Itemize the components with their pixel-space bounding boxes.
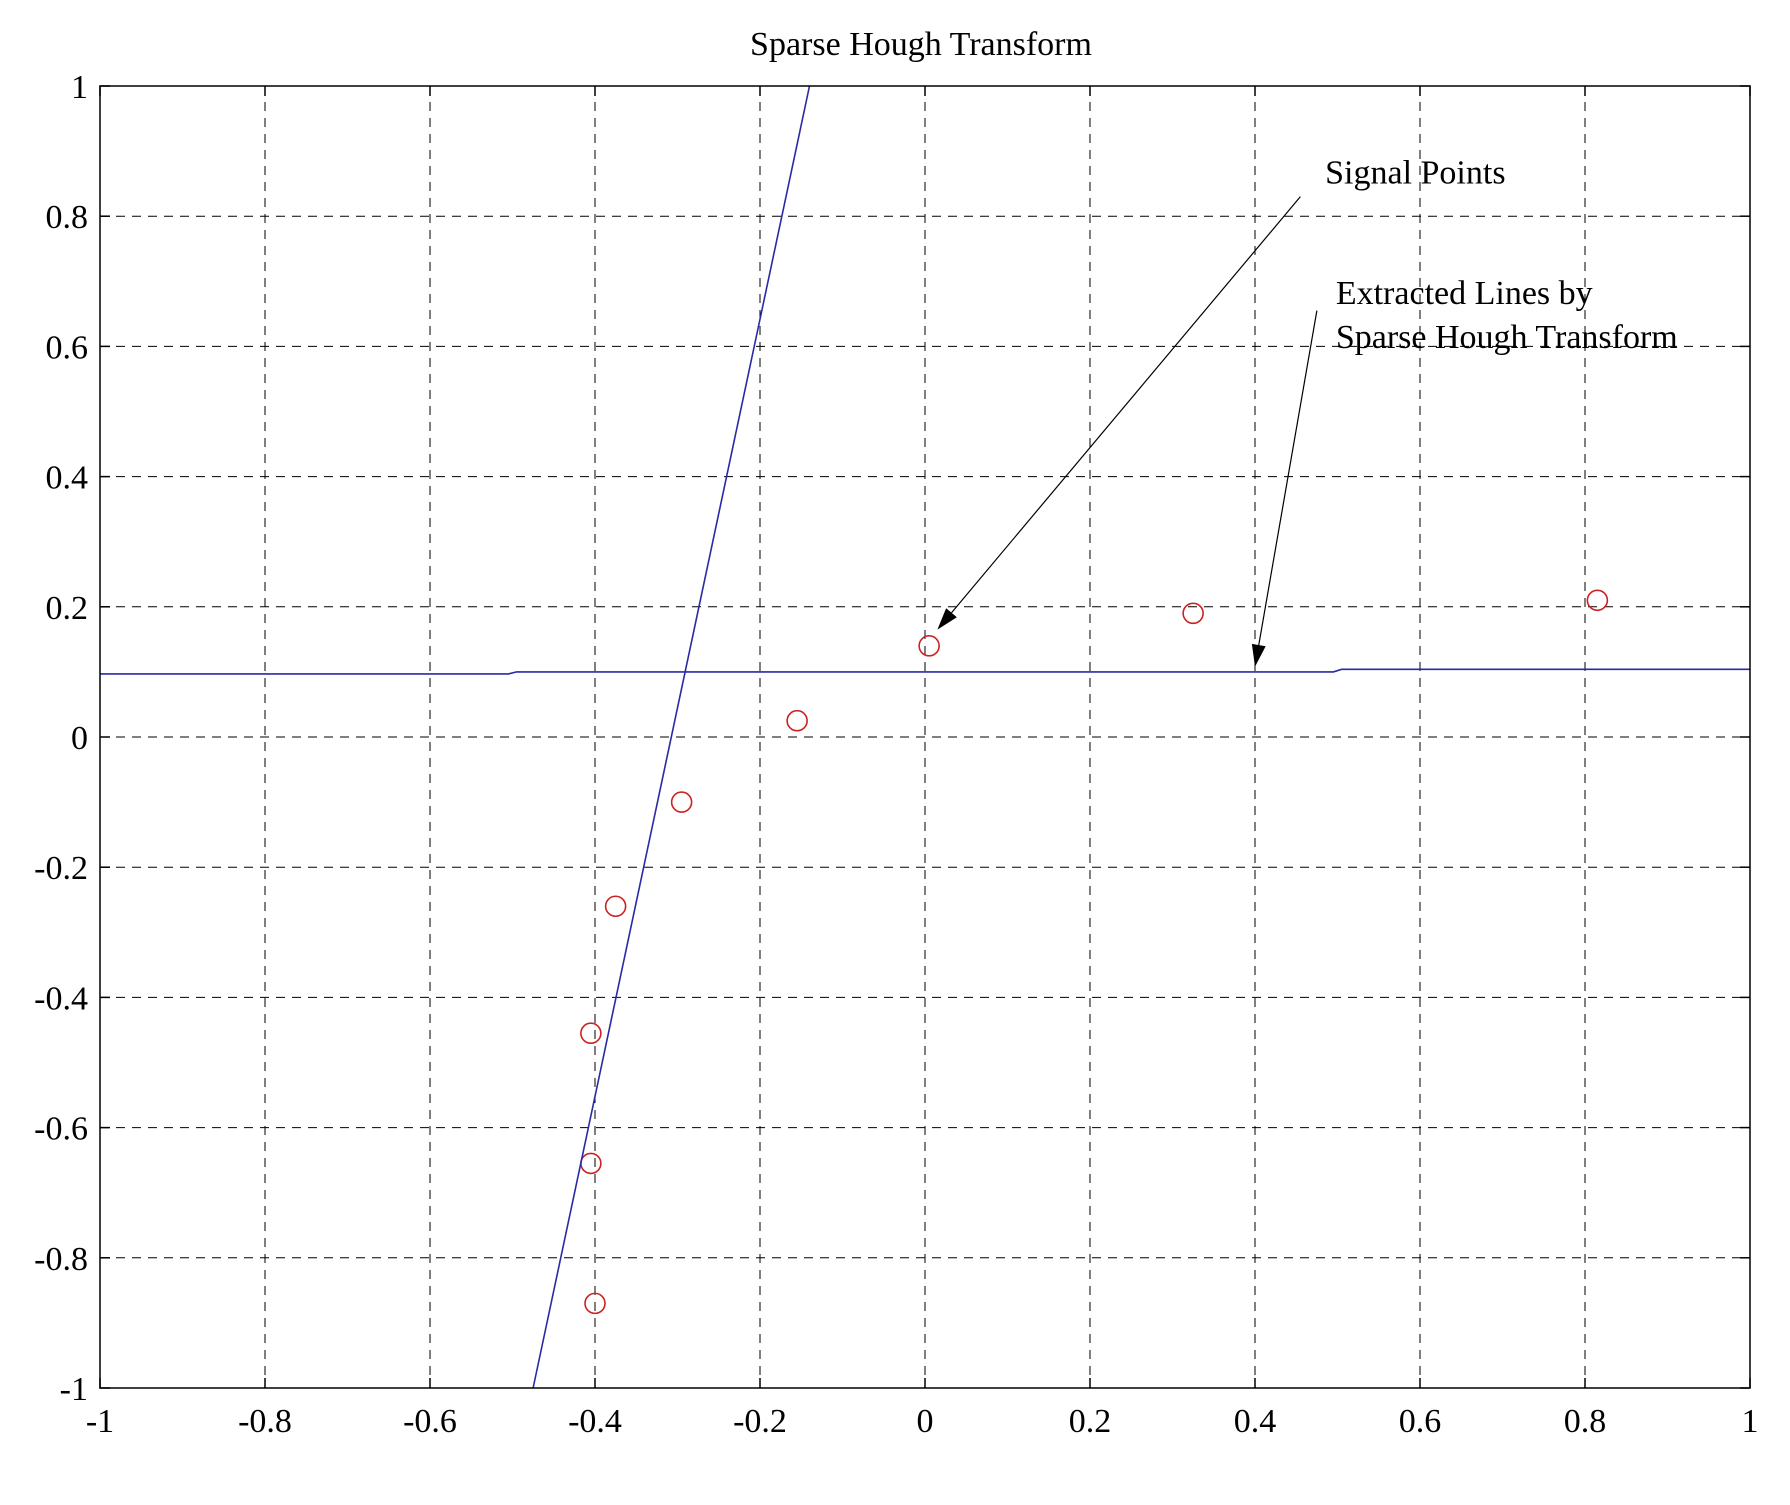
annotation-label: Sparse Hough Transform bbox=[1336, 319, 1678, 356]
x-tick-label: -0.2 bbox=[733, 1403, 787, 1440]
annotation-label: Signal Points bbox=[1325, 155, 1505, 192]
y-tick-label: -0.4 bbox=[34, 980, 88, 1017]
y-tick-label: 0.4 bbox=[46, 460, 89, 497]
signal-point bbox=[1586, 589, 1609, 612]
plot-series bbox=[100, 85, 1750, 1389]
annotation-label: Extracted Lines by bbox=[1336, 275, 1593, 312]
y-tick-label: 1 bbox=[71, 69, 88, 106]
annotations: Signal Points Extracted Lines by Sparse Ho… bbox=[937, 155, 1678, 667]
x-tick-label: -0.4 bbox=[568, 1403, 622, 1440]
signal-point bbox=[918, 635, 940, 657]
signal-point bbox=[670, 791, 693, 813]
signal-point bbox=[584, 1292, 606, 1315]
y-tick-label: -1 bbox=[60, 1371, 88, 1408]
x-tick-label: 0.6 bbox=[1399, 1403, 1442, 1440]
y-tick-label: 0 bbox=[71, 720, 88, 757]
grid-lines bbox=[100, 86, 1750, 1388]
x-tick-label: 0.2 bbox=[1069, 1403, 1112, 1440]
signal-point bbox=[580, 1152, 602, 1175]
x-tick-label: 0 bbox=[917, 1403, 934, 1440]
tick-labels: -1 -0.8 -0.6 -0.4 -0.2 0 0.2 0.4 0.6 0.8 1 1 0.8 0.6 0… bbox=[34, 69, 1758, 1440]
y-tick-label: 0.8 bbox=[46, 199, 89, 236]
x-tick-label: -0.6 bbox=[403, 1403, 457, 1440]
x-tick-label: 1 bbox=[1742, 1403, 1759, 1440]
y-tick-label: -0.2 bbox=[34, 850, 88, 887]
y-tick-label: 0.6 bbox=[46, 329, 89, 366]
annotation-arrow bbox=[951, 196, 1301, 614]
x-tick-label: 0.4 bbox=[1234, 1403, 1277, 1440]
signal-point bbox=[580, 1022, 602, 1045]
signal-point bbox=[604, 895, 627, 918]
y-tick-label: 0.2 bbox=[46, 590, 89, 627]
extracted-line bbox=[532, 85, 811, 1389]
extracted-line bbox=[100, 668, 1750, 675]
x-tick-label: -1 bbox=[86, 1403, 114, 1440]
x-tick-label: 0.8 bbox=[1564, 1403, 1607, 1440]
y-tick-label: -0.6 bbox=[34, 1111, 88, 1148]
annotation-arrow bbox=[1258, 310, 1318, 646]
signal-point bbox=[1182, 602, 1204, 625]
y-tick-label: -0.8 bbox=[34, 1241, 88, 1278]
chart-title: Sparse Hough Transform bbox=[750, 26, 1092, 63]
x-tick-label: -0.8 bbox=[238, 1403, 292, 1440]
arrow-head bbox=[1251, 643, 1266, 667]
arrow-head bbox=[937, 608, 957, 630]
signal-point bbox=[786, 709, 808, 732]
